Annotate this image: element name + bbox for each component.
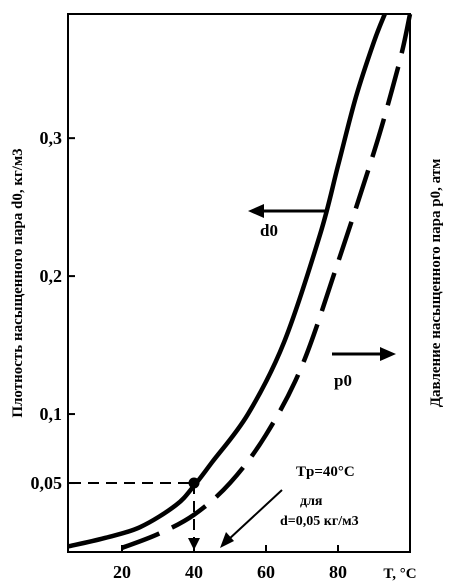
d0-label: d0 xyxy=(260,221,278,240)
x-axis-title: T, °C xyxy=(383,566,416,582)
plot-frame xyxy=(67,13,411,553)
p0-label: p0 xyxy=(334,371,352,390)
d0-annotation: d0 xyxy=(248,204,328,240)
y-tick-label: 0,05 xyxy=(31,473,63,493)
p0-annotation: p0 xyxy=(332,347,396,390)
y-tick-label: 0,3 xyxy=(40,128,63,148)
intersection-point xyxy=(188,477,200,489)
right-axis-title: Давление насыщенного пара p0, атм xyxy=(428,159,444,408)
y-tick-label: 0,2 xyxy=(40,266,63,286)
x-tick-label: 80 xyxy=(329,562,347,582)
left-axis-title: Плотность насыщенного пара d0, кг/м3 xyxy=(10,148,26,417)
pointer-arrowhead xyxy=(220,532,234,548)
x-tick-label: 20 xyxy=(113,562,131,582)
d0-arrowhead xyxy=(248,204,264,218)
density-label: d=0,05 кг/м3 xyxy=(280,514,359,529)
x-tick-label: 60 xyxy=(257,562,275,582)
y-tick-label: 0,1 xyxy=(40,404,63,424)
series-p0-line xyxy=(121,13,413,550)
for-label: для xyxy=(300,494,323,509)
series-d0-line xyxy=(67,13,387,549)
pointer-arrow xyxy=(227,489,283,541)
tp-label: Tр=40°C xyxy=(296,464,355,480)
x-tick-label: 40 xyxy=(185,562,203,582)
p0-arrowhead xyxy=(380,347,396,361)
vertical-guide-arrowhead xyxy=(188,538,200,550)
